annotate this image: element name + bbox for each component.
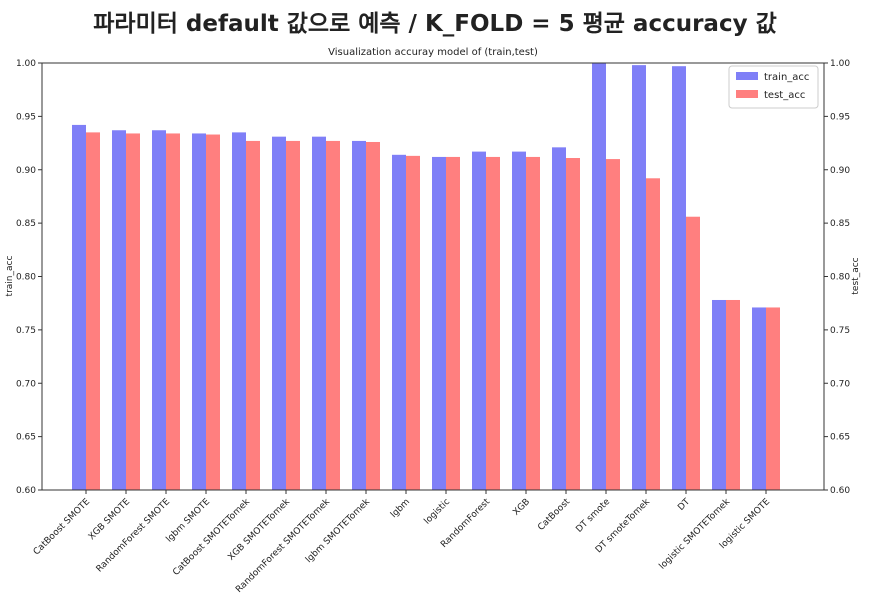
test-bar-4 bbox=[246, 140, 260, 490]
legend-label-test: test_acc bbox=[764, 90, 805, 101]
y-axis-right: 0.60 0.65 0.70 0.75 0.80 0.85 0.90 0.95 1.00 bbox=[824, 59, 850, 496]
test-bar-8 bbox=[406, 155, 420, 490]
test-bar-1 bbox=[126, 133, 140, 490]
test-bar-10 bbox=[486, 156, 500, 490]
test-bar-15 bbox=[686, 216, 700, 490]
y-left-tick-label-8: 1.00 bbox=[16, 59, 36, 69]
train-bar-17 bbox=[752, 307, 766, 490]
legend-label-train: train_acc bbox=[764, 72, 809, 83]
train-bar-5 bbox=[272, 136, 286, 490]
test-bar-14 bbox=[646, 178, 660, 491]
accuracy-bar-chart: Visualization accuray model of (train,te… bbox=[5, 47, 861, 595]
train-bar-16 bbox=[712, 299, 726, 490]
train-bar-4 bbox=[232, 132, 246, 490]
test-bar-12 bbox=[566, 158, 580, 490]
x-tick-label-4: CatBoost SMOTETomek bbox=[171, 497, 252, 578]
train-bar-15 bbox=[672, 66, 686, 490]
chart-title: Visualization accuray model of (train,te… bbox=[328, 47, 538, 58]
x-tick-label-0: CatBoost SMOTE bbox=[32, 497, 93, 558]
x-tick-label-15: DT bbox=[676, 497, 692, 513]
y-right-tick-label-2: 0.70 bbox=[830, 379, 850, 389]
train-bar-10 bbox=[472, 151, 486, 490]
legend-swatch-train bbox=[736, 72, 758, 80]
legend-swatch-test bbox=[736, 90, 758, 98]
train-bar-9 bbox=[432, 156, 446, 490]
test-bar-3 bbox=[206, 134, 220, 490]
train-bar-12 bbox=[552, 147, 566, 490]
test-bar-0 bbox=[86, 132, 100, 490]
test-bar-6 bbox=[326, 140, 340, 490]
y-axis-right-label: test_acc bbox=[851, 257, 861, 294]
train-bar-13 bbox=[592, 63, 606, 490]
page-title: 파라미터 default 값으로 예측 / K_FOLD = 5 평균 accu… bbox=[93, 11, 777, 37]
y-left-tick-label-2: 0.70 bbox=[16, 379, 36, 389]
test-bar-16 bbox=[726, 299, 740, 490]
y-right-tick-label-5: 0.85 bbox=[830, 219, 850, 229]
train-bar-0 bbox=[72, 124, 86, 490]
y-left-tick-label-6: 0.90 bbox=[16, 166, 36, 176]
y-right-tick-label-0: 0.60 bbox=[830, 486, 850, 496]
x-tick-label-8: lgbm bbox=[389, 497, 412, 520]
y-right-tick-label-4: 0.80 bbox=[830, 273, 850, 283]
test-bar-9 bbox=[446, 156, 460, 490]
test-bar-5 bbox=[286, 140, 300, 490]
y-right-tick-label-6: 0.90 bbox=[830, 166, 850, 176]
y-right-tick-label-7: 0.95 bbox=[830, 112, 850, 122]
test-bar-17 bbox=[766, 307, 780, 490]
y-left-tick-label-4: 0.80 bbox=[16, 273, 36, 283]
y-right-tick-label-3: 0.75 bbox=[830, 326, 850, 336]
train-bar-6 bbox=[312, 136, 326, 490]
y-axis-left: 0.60 0.65 0.70 0.75 0.80 0.85 0.90 0.95 1.00 bbox=[16, 59, 42, 496]
y-right-tick-label-8: 1.00 bbox=[830, 59, 850, 69]
test-bar-2 bbox=[166, 133, 180, 490]
test-bar-13 bbox=[606, 159, 620, 490]
x-tick-label-12: CatBoost bbox=[536, 497, 572, 533]
train-bar-3 bbox=[192, 133, 206, 490]
train-bar-7 bbox=[352, 140, 366, 490]
y-left-tick-label-3: 0.75 bbox=[16, 326, 36, 336]
train-bar-8 bbox=[392, 154, 406, 490]
train-bar-2 bbox=[152, 130, 166, 490]
x-tick-label-11: XGB bbox=[511, 497, 532, 518]
test-bar-7 bbox=[366, 141, 380, 490]
x-tick-label-9: logistic bbox=[423, 497, 453, 527]
y-axis-left-label: train_acc bbox=[5, 256, 15, 297]
train-bar-1 bbox=[112, 130, 126, 490]
bars-layer bbox=[72, 63, 780, 491]
train-bar-14 bbox=[632, 65, 646, 490]
y-right-tick-label-1: 0.65 bbox=[830, 433, 850, 443]
legend: train_acc test_acc bbox=[728, 65, 819, 109]
plot-frame bbox=[41, 62, 825, 491]
x-tick-label-16: logistic SMOTETomek bbox=[658, 496, 733, 571]
test-bar-11 bbox=[526, 156, 540, 490]
train-bar-11 bbox=[512, 151, 526, 490]
y-left-tick-label-5: 0.85 bbox=[16, 219, 36, 229]
x-tick-label-2: RandomForest SMOTE bbox=[95, 497, 173, 575]
y-left-tick-label-7: 0.95 bbox=[16, 112, 36, 122]
y-left-tick-label-1: 0.65 bbox=[16, 433, 36, 443]
x-tick-label-13: DT smote bbox=[574, 497, 612, 535]
y-left-tick-label-0: 0.60 bbox=[16, 486, 36, 496]
